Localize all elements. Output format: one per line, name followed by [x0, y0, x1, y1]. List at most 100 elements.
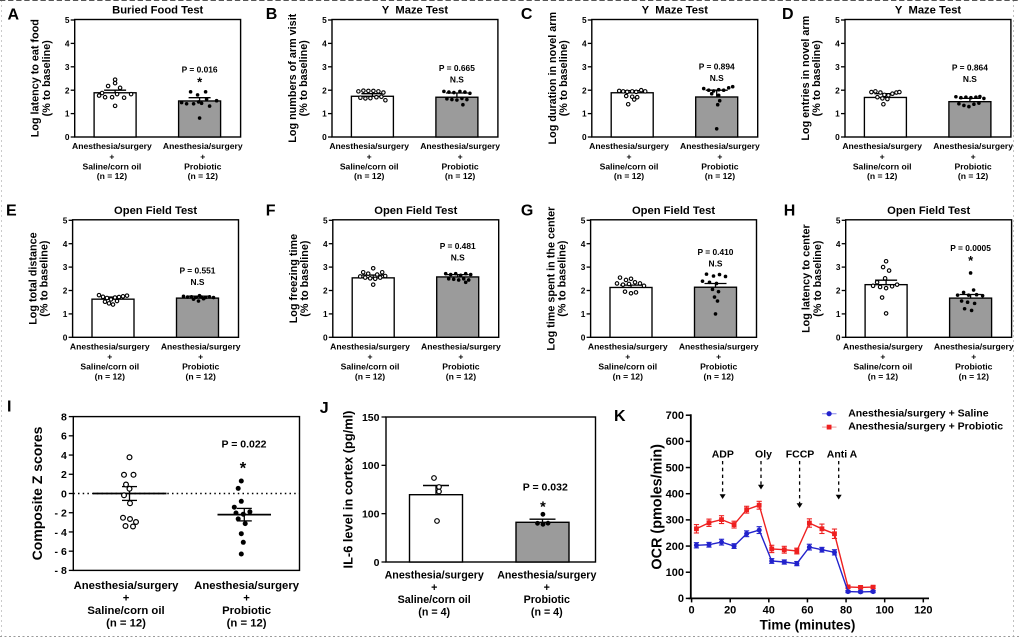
- svg-text:P = 0.022: P = 0.022: [221, 439, 266, 451]
- svg-text:0: 0: [836, 332, 841, 342]
- svg-text:5: 5: [582, 15, 587, 25]
- svg-text:(n = 4): (n = 4): [418, 607, 450, 619]
- svg-text:4: 4: [63, 239, 68, 249]
- svg-text:(n = 12): (n = 12): [354, 171, 384, 181]
- svg-text:H: H: [784, 203, 796, 220]
- svg-text:J: J: [320, 400, 329, 417]
- svg-text:700: 700: [666, 410, 684, 422]
- svg-text:100: 100: [362, 460, 380, 472]
- svg-text:Anesthesia/surgery: Anesthesia/surgery: [934, 342, 1014, 352]
- svg-text:Anesthesia/surgery: Anesthesia/surgery: [163, 141, 243, 151]
- svg-text:0: 0: [374, 557, 380, 569]
- svg-text:(n = 12): (n = 12): [95, 371, 125, 381]
- svg-text:Probiotic: Probiotic: [184, 161, 221, 171]
- svg-text:(n = 12): (n = 12): [704, 371, 734, 381]
- svg-text:Saline/corn oil: Saline/corn oil: [83, 161, 142, 171]
- svg-text:Probiotic: Probiotic: [701, 161, 738, 171]
- svg-text:5: 5: [581, 215, 586, 225]
- svg-text:2: 2: [835, 85, 840, 95]
- svg-text:P = 0.0005: P = 0.0005: [950, 243, 991, 253]
- svg-text:4: 4: [582, 39, 587, 49]
- svg-text:FCCP: FCCP: [786, 448, 815, 460]
- svg-text:4: 4: [65, 39, 70, 49]
- svg-text:0: 0: [835, 132, 840, 142]
- svg-text:A: A: [8, 7, 20, 24]
- svg-text:Probiotic: Probiotic: [524, 594, 570, 606]
- svg-text:Anesthesia/surgery: Anesthesia/surgery: [194, 580, 300, 592]
- svg-text:IL-6 level in cortex (pg/ml): IL-6 level in cortex (pg/ml): [341, 411, 356, 569]
- svg-text:4: 4: [323, 239, 328, 249]
- svg-text:*: *: [240, 460, 247, 478]
- svg-text:E: E: [6, 203, 17, 220]
- svg-text:(n = 12): (n = 12): [188, 171, 218, 181]
- svg-text:(n = 12): (n = 12): [867, 171, 897, 181]
- svg-text:+: +: [243, 592, 250, 604]
- svg-text:Anesthesia/surgery: Anesthesia/surgery: [74, 580, 180, 592]
- svg-text:Probiotic: Probiotic: [182, 362, 219, 372]
- svg-text:- 6: - 6: [55, 546, 67, 558]
- svg-text:+: +: [458, 352, 463, 362]
- svg-text:0: 0: [323, 332, 328, 342]
- svg-text:Probiotic: Probiotic: [700, 362, 737, 372]
- svg-text:+: +: [458, 151, 463, 161]
- svg-text:*: *: [968, 253, 974, 268]
- svg-text:(% to baseline): (% to baseline): [811, 40, 823, 117]
- svg-text:D: D: [782, 6, 794, 23]
- svg-text:Probiotic: Probiotic: [222, 605, 271, 617]
- svg-text:Y Maze Test: Y Maze Test: [642, 5, 709, 17]
- svg-text:+: +: [625, 352, 630, 362]
- svg-text:Time (minutes): Time (minutes): [760, 618, 856, 633]
- svg-text:200: 200: [666, 541, 684, 553]
- svg-text:(n = 12): (n = 12): [186, 371, 216, 381]
- svg-text:0: 0: [63, 332, 68, 342]
- svg-text:3: 3: [323, 262, 328, 272]
- svg-text:+: +: [367, 151, 372, 161]
- svg-text:Anesthesia/surgery: Anesthesia/surgery: [679, 342, 759, 352]
- svg-text:+: +: [431, 582, 437, 594]
- svg-text:Anesthesia/surgery: Anesthesia/surgery: [385, 569, 484, 581]
- svg-text:(n = 12): (n = 12): [227, 617, 267, 629]
- svg-text:+: +: [109, 151, 114, 161]
- svg-text:(n = 12): (n = 12): [705, 171, 735, 181]
- svg-text:100: 100: [362, 509, 380, 521]
- svg-text:2: 2: [836, 286, 841, 296]
- svg-text:3: 3: [835, 62, 840, 72]
- svg-text:2: 2: [322, 85, 327, 95]
- svg-text:*: *: [197, 75, 203, 90]
- svg-text:Anesthesia/surgery: Anesthesia/surgery: [161, 342, 241, 352]
- svg-text:1: 1: [581, 309, 586, 319]
- svg-text:Anesthesia/surgery: Anesthesia/surgery: [588, 342, 668, 352]
- svg-text:1: 1: [322, 109, 327, 119]
- svg-text:+: +: [717, 151, 722, 161]
- svg-text:(% to baseline): (% to baseline): [39, 240, 51, 317]
- svg-text:3: 3: [63, 262, 68, 272]
- svg-text:0: 0: [581, 332, 586, 342]
- svg-text:2: 2: [582, 85, 587, 95]
- svg-text:100: 100: [876, 605, 894, 617]
- svg-text:+: +: [971, 151, 976, 161]
- svg-text:Oly: Oly: [755, 448, 772, 460]
- svg-text:P = 0.481: P = 0.481: [440, 241, 476, 251]
- svg-text:20: 20: [724, 605, 736, 617]
- svg-text:Log duration in novel arm: Log duration in novel arm: [547, 12, 559, 145]
- svg-text:P = 0.410: P = 0.410: [698, 247, 734, 257]
- svg-text:(% to baseline): (% to baseline): [41, 40, 53, 117]
- svg-text:Composite Z scores: Composite Z scores: [29, 426, 45, 560]
- svg-text:Anesthesia/surgery: Anesthesia/surgery: [933, 141, 1013, 151]
- svg-text:4: 4: [322, 39, 327, 49]
- svg-text:4: 4: [835, 39, 840, 49]
- svg-text:0: 0: [65, 132, 70, 142]
- svg-text:- 8: - 8: [55, 565, 67, 577]
- svg-text:Log freezing time: Log freezing time: [288, 234, 300, 323]
- svg-text:*: *: [540, 500, 546, 516]
- svg-text:1: 1: [582, 109, 587, 119]
- svg-text:(% to baseline): (% to baseline): [299, 240, 311, 317]
- svg-text:Saline/corn oil: Saline/corn oil: [80, 362, 139, 372]
- svg-text:P = 0.032: P = 0.032: [523, 482, 568, 494]
- svg-text:2: 2: [323, 286, 328, 296]
- svg-text:+: +: [367, 352, 372, 362]
- svg-text:Anesthesia/surgery: Anesthesia/surgery: [421, 342, 501, 352]
- svg-text:Anesthesia/surgery: Anesthesia/surgery: [680, 141, 760, 151]
- svg-text:100: 100: [666, 567, 684, 579]
- svg-text:Log latency to center: Log latency to center: [801, 224, 813, 333]
